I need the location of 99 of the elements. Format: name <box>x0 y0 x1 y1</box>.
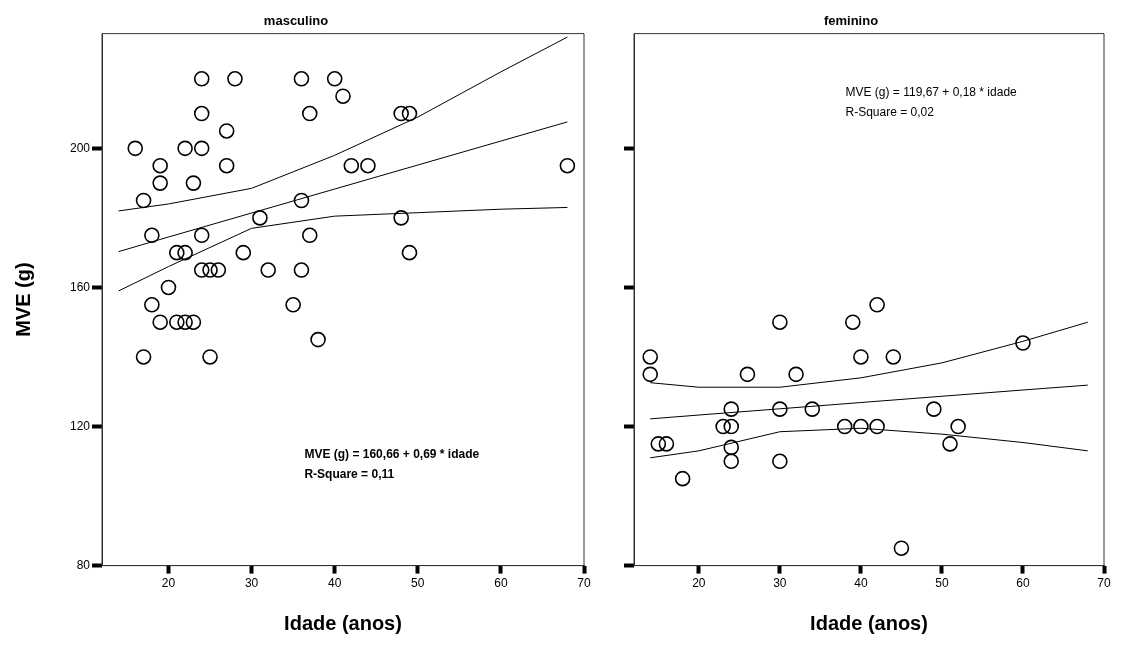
x-tick-label: 20 <box>161 576 176 591</box>
x-axis-title: Idade (anos) <box>284 611 402 634</box>
point <box>772 401 788 417</box>
point <box>723 439 740 456</box>
point <box>926 401 942 417</box>
point <box>227 71 243 87</box>
point <box>772 453 788 470</box>
point <box>393 210 409 226</box>
point <box>193 140 210 157</box>
x-tick-label: 30 <box>773 576 787 591</box>
point <box>942 436 958 452</box>
point <box>885 349 902 365</box>
point <box>135 192 152 209</box>
y-tick-label: 200 <box>69 140 91 155</box>
y-tick-label: 80 <box>76 557 91 572</box>
point <box>869 297 885 313</box>
point <box>674 470 691 487</box>
point <box>301 227 318 244</box>
annotation: R-Square = 0,02 <box>845 105 935 120</box>
point <box>343 157 360 174</box>
point <box>144 297 160 313</box>
x-tick-label: 50 <box>935 576 949 591</box>
point <box>235 244 252 261</box>
point <box>1015 335 1031 351</box>
point <box>218 157 235 174</box>
point <box>177 314 193 330</box>
point <box>193 71 210 87</box>
point <box>772 314 788 330</box>
chart-title: masculino <box>263 13 329 29</box>
point <box>293 262 310 278</box>
point <box>260 262 277 278</box>
point <box>804 401 821 417</box>
point <box>401 105 418 122</box>
point <box>401 244 418 261</box>
annotation: MVE (g) = 160,66 + 0,69 * idade <box>304 446 480 461</box>
point <box>193 262 210 278</box>
point <box>739 366 756 383</box>
point <box>853 418 869 435</box>
point <box>642 366 659 383</box>
point <box>193 105 210 122</box>
point <box>723 453 740 470</box>
point <box>218 123 235 139</box>
point <box>650 436 667 452</box>
x-tick-label: 30 <box>244 576 259 591</box>
annotation: MVE (g) = 119,67 + 0,18 * idade <box>845 85 1018 100</box>
annotation: R-Square = 0,11 <box>304 466 395 481</box>
point <box>293 192 310 209</box>
point <box>642 349 659 365</box>
x-tick-label: 60 <box>1016 576 1030 591</box>
x-tick-label: 20 <box>692 576 706 591</box>
point <box>177 244 193 261</box>
point <box>301 105 318 122</box>
point <box>127 140 144 157</box>
point <box>335 88 351 104</box>
point <box>185 314 202 330</box>
point <box>202 349 218 365</box>
point <box>326 71 343 87</box>
point <box>893 540 910 557</box>
point <box>168 314 185 330</box>
x-tick-label: 70 <box>1097 576 1111 591</box>
point <box>310 331 326 348</box>
point <box>168 244 185 261</box>
point <box>252 210 268 226</box>
point <box>844 314 861 330</box>
point <box>177 140 193 157</box>
point <box>135 349 152 365</box>
point <box>185 175 202 191</box>
chart-title: feminino <box>823 13 879 29</box>
point <box>144 227 160 244</box>
point <box>559 157 576 174</box>
point <box>853 349 869 365</box>
point <box>152 157 168 174</box>
point <box>160 279 177 296</box>
y-tick-label: 160 <box>69 279 91 294</box>
point <box>788 366 804 383</box>
point <box>869 418 885 435</box>
x-tick-label: 50 <box>411 576 425 591</box>
y-tick-label: 120 <box>69 418 91 433</box>
x-tick-label: 70 <box>577 576 591 591</box>
x-tick-label: 40 <box>854 576 868 591</box>
point <box>210 262 227 278</box>
point <box>950 418 966 435</box>
point <box>723 401 740 417</box>
point <box>285 297 301 313</box>
point <box>658 436 675 452</box>
point <box>723 418 740 435</box>
x-tick-label: 60 <box>494 576 508 591</box>
point <box>152 314 168 330</box>
point <box>202 262 218 278</box>
point <box>152 175 168 191</box>
x-axis-title: Idade (anos) <box>810 611 928 634</box>
y-axis-title: MVE (g) <box>11 262 34 337</box>
point <box>193 227 210 244</box>
point <box>360 157 376 174</box>
point <box>836 418 853 435</box>
point <box>293 71 310 87</box>
point <box>715 418 731 435</box>
point <box>393 105 409 122</box>
x-tick-label: 40 <box>328 576 342 591</box>
